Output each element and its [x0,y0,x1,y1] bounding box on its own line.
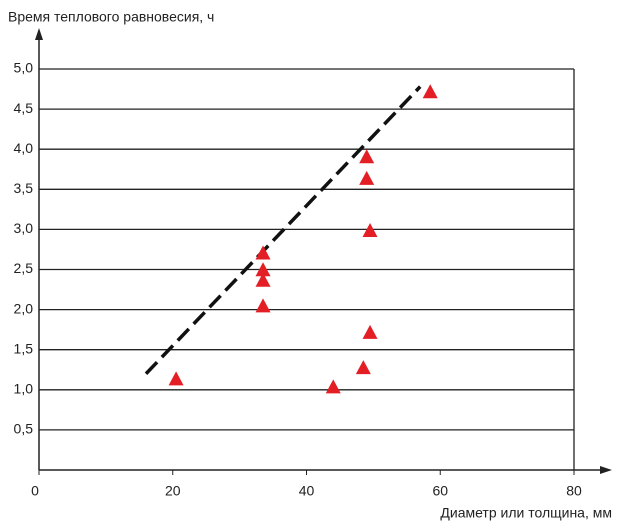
data-point [255,298,271,313]
x-tick-label: 40 [299,483,315,499]
y-tick-label: 1,5 [14,340,34,356]
data-point [325,379,341,394]
y-tick-label: 4,5 [14,100,34,116]
y-tick-label: 2,5 [14,260,34,276]
y-tick-label: 0,5 [14,421,34,437]
data-point [359,170,375,185]
data-point [255,272,271,287]
x-tick-label: 60 [432,483,448,499]
y-tick-label: 2,0 [14,300,34,316]
x-tick-label: 80 [566,483,582,499]
trend-line [144,85,422,375]
data-point [355,360,371,375]
y-tick-label: 1,0 [14,381,34,397]
data-point [362,223,378,238]
y-tick-label: 5,0 [14,60,34,76]
x-tick-label: 0 [31,483,39,499]
y-arrow [35,28,43,40]
data-point [422,84,438,99]
data-point [255,245,271,260]
y-tick-label: 4,0 [14,140,34,156]
y-tick-label: 3,0 [14,220,34,236]
y-axis-label: Время теплового равновесия, ч [8,9,214,25]
data-point [362,324,378,339]
x-axis-label: Диаметр или толщина, мм [440,505,612,521]
x-tick-label: 20 [165,483,181,499]
data-point [359,149,375,164]
data-point [255,262,271,277]
y-tick-label: 3,5 [14,180,34,196]
x-arrow [600,466,612,474]
data-point [168,371,184,386]
